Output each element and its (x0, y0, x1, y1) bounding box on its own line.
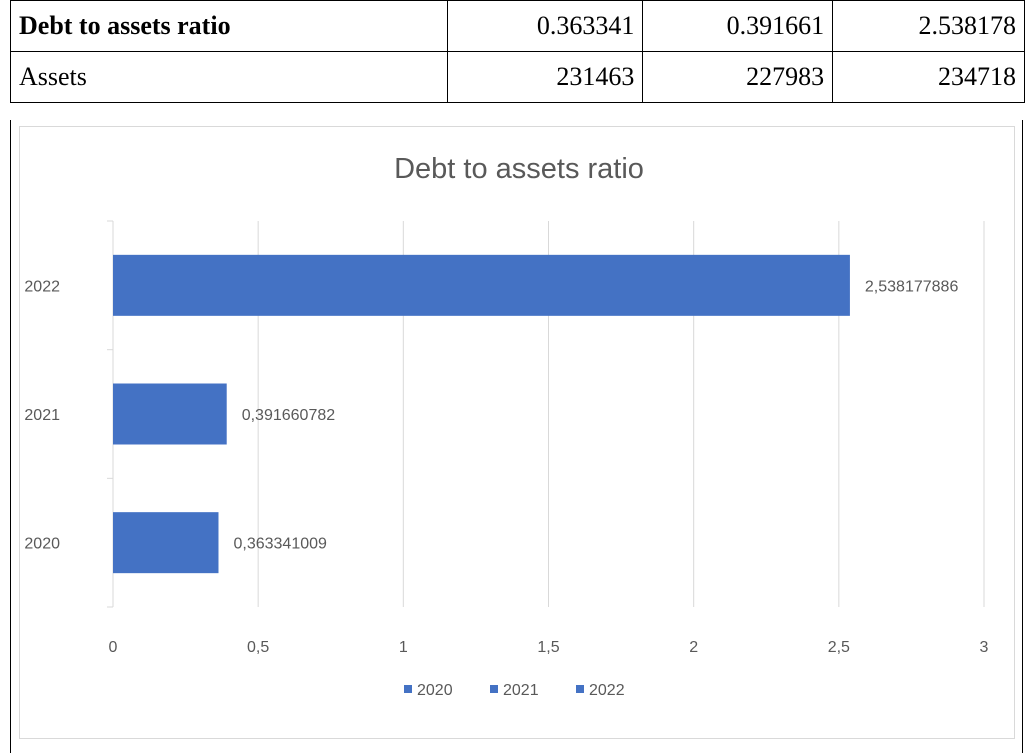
category-axis (107, 220, 114, 608)
cell-value: 234718 (832, 51, 1025, 103)
legend-label: 2021 (503, 682, 539, 699)
legend-marker (404, 685, 412, 693)
x-tick-label: 0 (109, 639, 118, 656)
x-tick-label: 1,5 (537, 639, 559, 656)
bars (113, 254, 850, 574)
cell-value: 231463 (446, 51, 644, 103)
table-row: Assets 231463 227983 234718 (10, 51, 1025, 103)
ratio-table: Debt to assets ratio 0.363341 0.391661 2… (10, 0, 1025, 103)
row-label: Assets (10, 51, 448, 103)
legend-marker (576, 685, 584, 693)
chart-area: Debt to assets ratio 0,363341009 0,391660… (19, 126, 1015, 739)
cell-value: 227983 (642, 51, 834, 103)
category-label: 2020 (24, 536, 60, 553)
bar (113, 383, 227, 445)
chart-title: Debt to assets ratio (394, 153, 644, 185)
cell-value: 0.391661 (642, 0, 834, 52)
category-label: 2022 (24, 278, 60, 295)
legend-marker (490, 685, 498, 693)
cell-value: 0.363341 (446, 0, 644, 52)
bar (113, 254, 850, 316)
category-labels: 2020 2021 2022 (24, 278, 60, 552)
x-tick-label: 1 (399, 639, 408, 656)
data-label: 2,538177886 (865, 278, 959, 295)
cell-value: 2.538178 (832, 0, 1025, 52)
x-tick-label: 3 (980, 639, 989, 656)
legend-label: 2020 (417, 682, 453, 699)
x-tick-label: 2 (689, 639, 698, 656)
legend-label: 2022 (589, 682, 625, 699)
data-labels: 0,363341009 0,391660782 2,538177886 (233, 278, 958, 552)
row-label: Debt to assets ratio (10, 0, 448, 52)
category-label: 2021 (24, 407, 60, 424)
x-tick-label: 0,5 (247, 639, 269, 656)
table-row: Debt to assets ratio 0.363341 0.391661 2… (10, 0, 1025, 52)
gridlines (257, 221, 985, 607)
bar (113, 512, 219, 574)
x-axis-tick-labels: 0 0,5 1 1,5 2 2,5 3 (109, 639, 989, 656)
data-label: 0,391660782 (242, 407, 336, 424)
chart-cell-frame (10, 120, 1023, 753)
bar-chart: Debt to assets ratio 0,363341009 0,391660… (24, 153, 989, 699)
legend: 2020 2021 2022 (404, 682, 625, 699)
data-label: 0,363341009 (233, 536, 327, 553)
x-tick-label: 2,5 (828, 639, 850, 656)
